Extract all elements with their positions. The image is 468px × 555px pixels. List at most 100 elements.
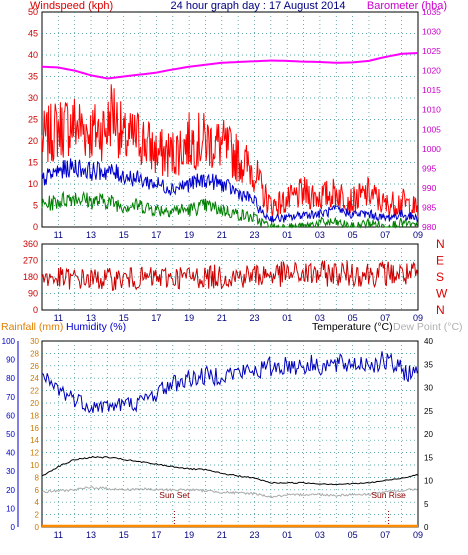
compass-tick-label: N [436,303,445,317]
wind-chart-title: 24 hour graph day : 17 August 2014 [171,0,346,12]
direction-tick-label: 270 [23,256,38,266]
rainfall-tick-label: 20 [30,399,39,408]
direction-x-tick-label: 09 [413,313,423,323]
direction-x-tick-label: 21 [217,313,227,323]
rainfall-tick-label: 26 [30,362,39,371]
wind-x-tick-label: 07 [380,230,390,240]
temperature-x-tick-label: 15 [119,530,129,540]
barometer-tick-label: 980 [422,222,436,232]
wind-x-tick-label: 11 [54,230,63,240]
temperature-tick-label: 0 [424,523,429,532]
rainfall-tick-label: 6 [35,486,40,495]
compass-tick-label: W [436,287,448,301]
wind-x-tick-label: 19 [184,230,194,240]
wind-left-tick-label: 40 [28,50,38,60]
barometer-tick-label: 1030 [422,27,441,37]
rainfall-tick-label: 14 [30,436,39,445]
temperature-x-tick-label: 03 [315,530,325,540]
direction-x-tick-label: 07 [380,313,390,323]
temperature-tick-label: 5 [424,500,429,509]
temperature-x-tick-label: 05 [348,530,358,540]
temperature-x-tick-label: 01 [282,530,292,540]
barometer-tick-label: 1020 [422,66,441,76]
wind-x-tick-label: 21 [217,230,227,240]
rainfall-tick-label: 30 [30,337,39,346]
barometer-tick-label: 1025 [422,46,441,56]
sun-annotation-label: Sun Set [159,490,190,500]
direction-tick-label: 360 [23,239,38,249]
temperature-tick-label: 35 [424,360,433,369]
compass-tick-label: S [436,270,444,284]
barometer-tick-label: 985 [422,202,436,212]
wind-left-tick-label: 5 [33,201,38,211]
direction-x-tick-label: 03 [315,313,325,323]
direction-x-tick-label: 23 [250,313,260,323]
humidity-tick-label: 0 [11,523,16,532]
temperature-tick-label: 10 [424,477,433,486]
temperature-tick-label: 25 [424,407,433,416]
temperature-x-tick-label: 09 [413,530,423,540]
wind-left-tick-label: 20 [28,136,38,146]
direction-x-tick-label: 11 [54,313,63,323]
wind-x-tick-label: 15 [119,230,129,240]
wind-x-tick-label: 01 [282,230,292,240]
humidity-tick-label: 80 [6,374,15,383]
rainfall-tick-label: 4 [35,498,40,507]
rainfall-tick-label: 8 [35,473,40,482]
compass-tick-label: E [436,254,444,268]
direction-x-tick-label: 17 [151,313,161,323]
barometer-tick-label: 1010 [422,105,441,115]
temperature-tick-label: 15 [424,453,433,462]
wind-average-line [41,158,418,223]
humidity-tick-label: 50 [6,430,15,439]
humidity-tick-label: 30 [6,467,15,476]
temperature-x-tick-label: 21 [217,530,227,540]
wind-direction-line [41,260,419,292]
windspeed-axis-title: Windspeed (kph) [30,0,113,12]
wind-x-tick-label: 23 [250,230,260,240]
barometer-tick-label: 995 [422,163,436,173]
wind-left-tick-label: 35 [28,72,38,82]
rainfall-tick-label: 24 [30,374,39,383]
temperature-tick-label: 20 [424,430,433,439]
wind-gust-line [41,84,419,220]
sun-annotation-label: Sun Rise [371,490,406,500]
temperature-x-tick-label: 13 [86,530,96,540]
temperature-plot-frame [41,340,419,528]
rainfall-tick-label: 18 [30,411,39,420]
temperature-x-tick-label: 11 [54,530,63,540]
barometer-axis-title: Barometer (hba) [367,0,447,12]
barometer-tick-label: 1015 [422,85,441,95]
wind-left-tick-label: 0 [33,222,38,232]
wind-left-tick-label: 30 [28,93,38,103]
rainfall-tick-label: 22 [30,387,39,396]
humidity-tick-label: 10 [6,504,15,513]
wind-left-tick-label: 25 [28,115,38,125]
wind-x-tick-label: 05 [348,230,358,240]
humidity-tick-label: 100 [2,337,16,346]
temperature-axis-title: Temperature (°C) [312,321,393,333]
direction-x-tick-label: 05 [348,313,358,323]
direction-x-tick-label: 19 [184,313,194,323]
direction-x-tick-label: 13 [86,313,96,323]
direction-tick-label: 180 [23,272,38,282]
humidity-tick-label: 20 [6,486,15,495]
rainfall-tick-label: 10 [30,461,39,470]
temperature-tick-label: 30 [424,384,433,393]
dewpoint-axis-title: Dew Point (°C) [393,321,463,333]
barometer-tick-label: 1035 [422,7,441,17]
direction-tick-label: 90 [28,289,38,299]
temperature-x-tick-label: 07 [380,530,390,540]
direction-tick-label: 0 [33,305,38,315]
barometer-tick-label: 1000 [422,144,441,154]
wind-x-tick-label: 03 [315,230,325,240]
wind-x-tick-label: 09 [413,230,423,240]
humidity-line [41,351,418,414]
rainfall-tick-label: 0 [35,523,40,532]
temperature-x-tick-label: 23 [250,530,260,540]
rainfall-axis-title: Rainfall (mm) [1,321,63,333]
wind-x-tick-label: 13 [86,230,96,240]
wind-x-tick-label: 17 [151,230,161,240]
barometer-tick-label: 1005 [422,124,441,134]
